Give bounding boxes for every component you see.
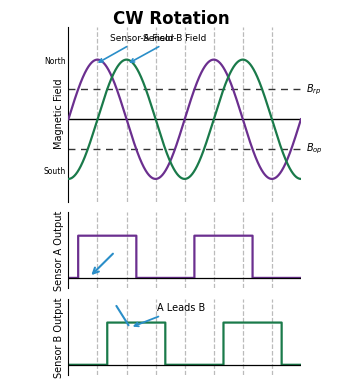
Text: North: North [44,57,66,66]
Text: $B_{op}$: $B_{op}$ [306,142,323,156]
Text: $B_{rp}$: $B_{rp}$ [306,82,321,97]
Text: A Leads B: A Leads B [134,303,205,326]
Text: Sensor-A Field: Sensor-A Field [99,34,174,62]
Y-axis label: Sensor A Output: Sensor A Output [54,210,64,291]
Y-axis label: Magnetic Field: Magnetic Field [54,79,64,149]
Text: South: South [44,167,66,176]
Text: CW Rotation: CW Rotation [113,10,229,28]
Y-axis label: Sensor B Output: Sensor B Output [54,297,64,378]
Text: Sensor-B Field: Sensor-B Field [131,34,206,62]
